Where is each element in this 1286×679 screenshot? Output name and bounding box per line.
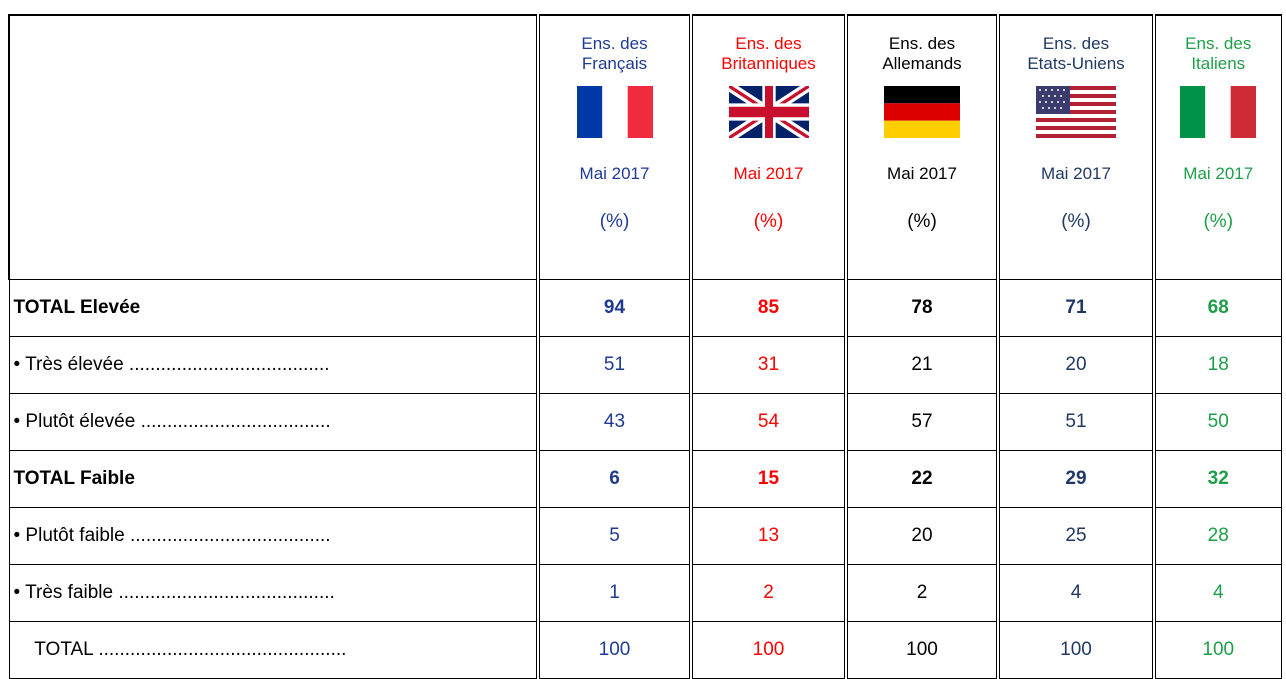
value-cell: 2 (689, 564, 847, 622)
header-line: Britanniques (721, 54, 816, 73)
value-cell: 54 (689, 393, 847, 451)
row-label: • Très élevée ..........................… (8, 336, 539, 394)
header-row: Ens. des Français Mai 2017 (%) Ens. des … (8, 14, 1282, 280)
row-label: TOTAL Faible (8, 450, 539, 508)
row-label: • Très faible ..........................… (8, 564, 539, 622)
value-cell: 78 (844, 279, 999, 337)
header-cell: Ens. des Etats-Uniens Mai 2017 (%) (996, 14, 1155, 280)
row-label: TOTAL Elevée (8, 279, 539, 337)
value-cell: 57 (844, 393, 999, 451)
header-line: Ens. des (735, 34, 802, 53)
table-row: TOTAL Elevée 94 85 78 71 68 (8, 279, 1282, 337)
value-cell: 68 (1152, 279, 1282, 337)
value-cell: 32 (1152, 450, 1282, 508)
row-label: TOTAL ..................................… (8, 621, 539, 679)
value-cell: 31 (689, 336, 847, 394)
header-date: Mai 2017 (733, 164, 804, 183)
value-cell: 6 (536, 450, 692, 508)
value-cell: 100 (536, 621, 692, 679)
row-label: • Plutôt élevée ........................… (8, 393, 539, 451)
value-cell: 20 (996, 336, 1155, 394)
results-table: Ens. des Français Mai 2017 (%) Ens. des … (8, 14, 1282, 679)
value-cell: 20 (844, 507, 999, 565)
header-unit: (%) (753, 211, 784, 232)
value-cell: 85 (689, 279, 847, 337)
header-line: Allemands (882, 54, 962, 73)
value-cell: 29 (996, 450, 1155, 508)
header-unit: (%) (599, 211, 630, 232)
flag-it (1180, 86, 1257, 138)
value-cell: 51 (996, 393, 1155, 451)
header-cell: Ens. des Allemands Mai 2017 (%) (844, 14, 999, 280)
header-line: Ens. des (581, 34, 648, 53)
value-cell: 15 (689, 450, 847, 508)
header-line: Français (581, 54, 648, 73)
header-unit: (%) (907, 211, 937, 232)
corner-cell (8, 14, 539, 280)
value-cell: 94 (536, 279, 692, 337)
value-cell: 4 (996, 564, 1155, 622)
table-row: TOTAL Faible 6 15 22 29 32 (8, 450, 1282, 508)
value-cell: 18 (1152, 336, 1282, 394)
value-cell: 25 (996, 507, 1155, 565)
flag-de (884, 86, 960, 138)
value-cell: 13 (689, 507, 847, 565)
table-row: TOTAL ..................................… (8, 621, 1282, 679)
flag-us (1036, 86, 1116, 138)
header-line: Ens. des (1185, 34, 1252, 53)
header-unit: (%) (1061, 211, 1091, 232)
value-cell: 100 (844, 621, 999, 679)
header-unit: (%) (1203, 211, 1234, 232)
header-date: Mai 2017 (1041, 164, 1111, 183)
header-line: Ens. des (888, 34, 956, 53)
flag-fr (576, 86, 653, 138)
value-cell: 43 (536, 393, 692, 451)
value-cell: 100 (996, 621, 1155, 679)
value-cell: 2 (844, 564, 999, 622)
value-cell: 5 (536, 507, 692, 565)
header-line: Ens. des (1042, 34, 1110, 53)
value-cell: 22 (844, 450, 999, 508)
value-cell: 100 (689, 621, 847, 679)
header-line: Etats-Uniens (1027, 54, 1125, 73)
table-row: • Très élevée ..........................… (8, 336, 1282, 394)
value-cell: 100 (1152, 621, 1282, 679)
table-row: • Plutôt faible ........................… (8, 507, 1282, 565)
table-row: • Très faible ..........................… (8, 564, 1282, 622)
header-date: Mai 2017 (887, 164, 957, 183)
header-cell: Ens. des Italiens Mai 2017 (%) (1152, 14, 1282, 280)
row-label: • Plutôt faible ........................… (8, 507, 539, 565)
flag-uk (728, 86, 809, 138)
value-cell: 1 (536, 564, 692, 622)
value-cell: 50 (1152, 393, 1282, 451)
value-cell: 51 (536, 336, 692, 394)
value-cell: 28 (1152, 507, 1282, 565)
table-body: Ens. des Français Mai 2017 (%) Ens. des … (8, 14, 1282, 679)
header-line: Italiens (1191, 54, 1246, 73)
value-cell: 71 (996, 279, 1155, 337)
table-row: • Plutôt élevée ........................… (8, 393, 1282, 451)
header-cell: Ens. des Britanniques Mai 2017 (%) (689, 14, 847, 280)
value-cell: 21 (844, 336, 999, 394)
value-cell: 4 (1152, 564, 1282, 622)
header-date: Mai 2017 (1183, 164, 1254, 183)
header-date: Mai 2017 (579, 164, 650, 183)
header-cell: Ens. des Français Mai 2017 (%) (536, 14, 692, 280)
